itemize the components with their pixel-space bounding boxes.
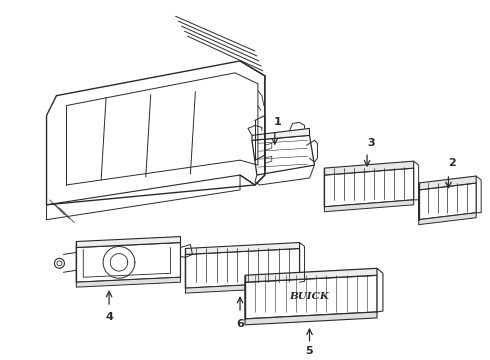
Polygon shape — [245, 268, 377, 282]
Polygon shape — [185, 243, 299, 255]
Polygon shape — [76, 237, 180, 247]
Text: 4: 4 — [105, 312, 113, 322]
Polygon shape — [76, 277, 180, 287]
Text: 6: 6 — [236, 319, 244, 329]
Polygon shape — [324, 200, 414, 212]
Polygon shape — [185, 282, 299, 293]
Text: BUICK: BUICK — [290, 292, 329, 301]
Text: 2: 2 — [448, 158, 456, 168]
Polygon shape — [245, 275, 377, 319]
Polygon shape — [252, 135, 315, 175]
Polygon shape — [245, 312, 377, 325]
Polygon shape — [324, 168, 414, 207]
Polygon shape — [324, 161, 414, 175]
Polygon shape — [418, 213, 476, 225]
Polygon shape — [418, 183, 476, 220]
Text: 5: 5 — [306, 346, 313, 356]
Polygon shape — [185, 248, 299, 288]
Text: 1: 1 — [274, 117, 282, 127]
Polygon shape — [418, 176, 476, 190]
Text: 3: 3 — [367, 138, 375, 148]
Polygon shape — [76, 243, 180, 282]
Polygon shape — [252, 129, 310, 140]
